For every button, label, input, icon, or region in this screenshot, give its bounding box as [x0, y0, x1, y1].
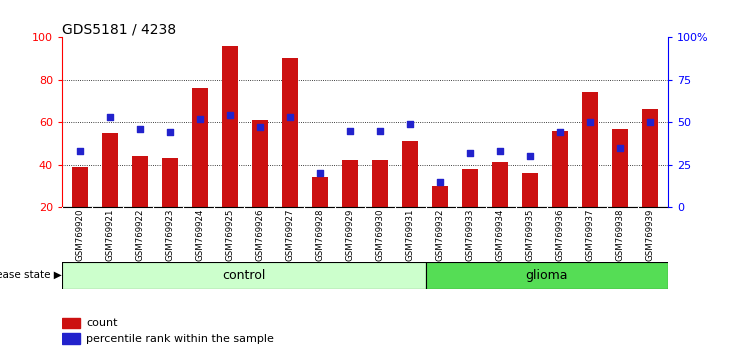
Text: glioma: glioma	[526, 269, 568, 282]
Text: GSM769931: GSM769931	[405, 209, 415, 261]
Bar	[552, 131, 568, 207]
Point	[524, 153, 536, 159]
Point	[464, 150, 476, 155]
Point	[494, 148, 506, 154]
Text: GSM769926: GSM769926	[255, 209, 264, 261]
Bar	[222, 46, 238, 207]
Point	[434, 179, 446, 184]
Bar	[132, 156, 148, 207]
Point	[134, 126, 146, 132]
Bar	[431, 186, 448, 207]
Bar	[492, 162, 508, 207]
Point	[314, 170, 326, 176]
Text: GSM769933: GSM769933	[466, 209, 474, 261]
Point	[644, 119, 656, 125]
Text: GSM769936: GSM769936	[556, 209, 564, 261]
Text: GSM769927: GSM769927	[285, 209, 294, 261]
Text: percentile rank within the sample: percentile rank within the sample	[86, 333, 274, 343]
Point	[554, 130, 566, 135]
Point	[194, 116, 206, 121]
Text: GSM769920: GSM769920	[75, 209, 85, 261]
Point	[74, 148, 86, 154]
Point	[404, 121, 416, 127]
Bar	[372, 160, 388, 207]
Text: GSM769929: GSM769929	[345, 209, 355, 261]
Bar	[522, 173, 538, 207]
Text: control: control	[222, 269, 266, 282]
Bar	[282, 58, 299, 207]
Text: GDS5181 / 4238: GDS5181 / 4238	[62, 22, 176, 36]
Text: GSM769934: GSM769934	[496, 209, 504, 261]
Point	[224, 113, 236, 118]
Text: GSM769939: GSM769939	[645, 209, 655, 261]
Bar	[62, 262, 426, 289]
Bar	[312, 177, 328, 207]
Bar	[642, 109, 658, 207]
Bar	[192, 88, 208, 207]
Bar	[612, 129, 629, 207]
Point	[164, 130, 176, 135]
Text: GSM769924: GSM769924	[196, 209, 204, 261]
Text: GSM769921: GSM769921	[106, 209, 115, 261]
Bar	[342, 160, 358, 207]
Text: GSM769938: GSM769938	[615, 209, 624, 261]
Text: GSM769923: GSM769923	[166, 209, 174, 261]
Point	[584, 119, 596, 125]
Point	[374, 128, 386, 133]
Point	[344, 128, 356, 133]
Text: GSM769930: GSM769930	[375, 209, 385, 261]
Bar	[72, 167, 88, 207]
Bar	[402, 141, 418, 207]
Text: GSM769937: GSM769937	[585, 209, 594, 261]
Point	[614, 145, 626, 150]
Text: GSM769925: GSM769925	[226, 209, 234, 261]
Text: GSM769928: GSM769928	[315, 209, 325, 261]
Point	[104, 114, 116, 120]
Point	[284, 114, 296, 120]
Bar	[62, 318, 80, 329]
Text: count: count	[86, 318, 118, 329]
Text: disease state ▶: disease state ▶	[0, 270, 61, 280]
Bar	[62, 333, 80, 343]
Point	[254, 124, 266, 130]
Bar	[252, 120, 268, 207]
Bar	[162, 158, 178, 207]
Bar	[462, 169, 478, 207]
Bar	[101, 133, 118, 207]
Text: GSM769922: GSM769922	[136, 209, 145, 261]
Text: GSM769932: GSM769932	[436, 209, 445, 261]
Bar	[582, 92, 598, 207]
Bar	[426, 262, 668, 289]
Text: GSM769935: GSM769935	[526, 209, 534, 261]
